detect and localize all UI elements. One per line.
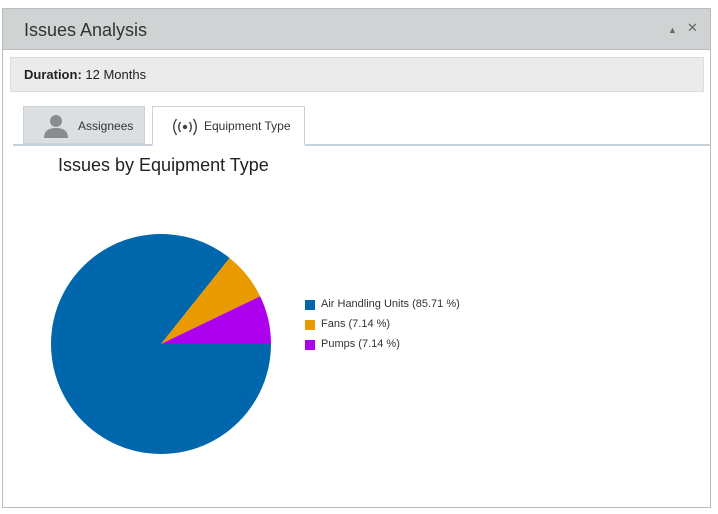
person-icon bbox=[44, 115, 68, 138]
legend-swatch bbox=[305, 340, 315, 350]
pie-slice-fans[interactable] bbox=[161, 258, 261, 344]
legend-swatch bbox=[305, 300, 315, 310]
legend-label: Pumps (7.14 %) bbox=[321, 338, 400, 350]
duration-bar: Duration: 12 Months bbox=[10, 57, 704, 92]
close-icon[interactable]: ✕ bbox=[687, 20, 698, 35]
tab-equipment-type[interactable]: Equipment Type bbox=[152, 106, 305, 146]
panel-title: Issues Analysis bbox=[24, 20, 148, 40]
duration-value: 12 Months bbox=[85, 67, 147, 82]
tab-assignees-label: Assignees bbox=[78, 119, 134, 133]
collapse-icon[interactable]: ▲ bbox=[668, 25, 677, 35]
pie-chart bbox=[51, 233, 271, 454]
legend-label: Fans (7.14 %) bbox=[321, 318, 391, 330]
legend-label: Air Handling Units (85.71 %) bbox=[321, 298, 460, 310]
tab-strip: Assignees Equipment Type bbox=[13, 104, 711, 146]
pie-slice-air-handling-units[interactable] bbox=[51, 233, 271, 454]
legend-swatch bbox=[305, 320, 315, 330]
chart-title: Issues by Equipment Type bbox=[58, 155, 269, 175]
tab-equipment-type-label: Equipment Type bbox=[204, 119, 291, 133]
panel-titlebar: Issues Analysis ▲ ✕ bbox=[3, 9, 710, 50]
pie-slice-pumps[interactable] bbox=[161, 296, 271, 344]
broadcast-signal-icon bbox=[173, 118, 197, 136]
tab-assignees[interactable]: Assignees bbox=[23, 106, 145, 144]
duration-label: Duration: bbox=[24, 67, 82, 82]
